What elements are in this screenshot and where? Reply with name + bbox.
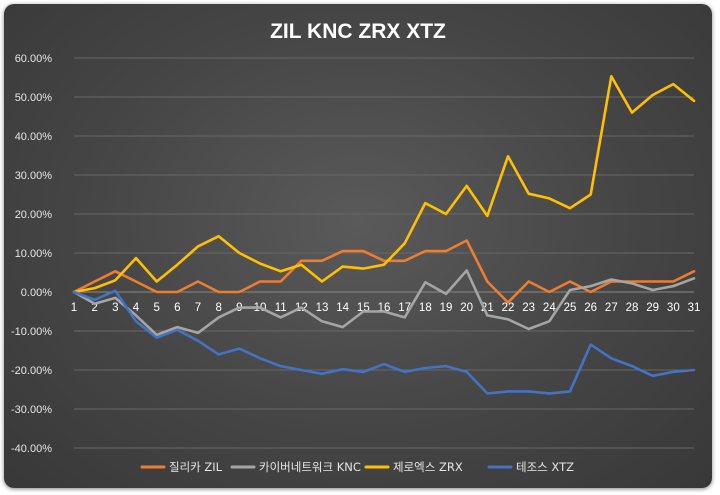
legend-label: 카이버네트워크 KNC — [259, 460, 361, 474]
x-tick-label: 19 — [440, 302, 453, 314]
legend-label: 제로엑스 ZRX — [393, 460, 463, 474]
y-axis-ticks: 60.00% 50.00% 40.00% 30.00% 20.00% 10.00% 0.00… — [11, 53, 52, 455]
x-tick-label: 13 — [316, 302, 329, 314]
series-line-2 — [72, 269, 696, 337]
x-tick-label: 30 — [667, 302, 680, 314]
x-tick-label: 4 — [133, 302, 140, 314]
y-tick-label: 20.00% — [15, 209, 53, 221]
y-tick-label: -40.00% — [11, 443, 52, 455]
x-tick-label: 24 — [543, 302, 556, 314]
legend-label: 테조스 XTZ — [516, 460, 574, 474]
chart-area: ZIL KNC ZRX XTZ 60.00% 50.00% 40.00% 30.00%… — [4, 4, 712, 488]
x-tick-label: 7 — [195, 302, 201, 314]
y-tick-label: -20.00% — [11, 365, 52, 377]
y-tick-label: 40.00% — [15, 131, 53, 143]
x-tick-label: 25 — [564, 302, 577, 314]
x-tick-label: 22 — [502, 302, 515, 314]
x-tick-label: 23 — [522, 302, 535, 314]
x-tick-label: 2 — [91, 302, 97, 314]
line-chart: ZIL KNC ZRX XTZ 60.00%50.00%40.00%30.00%… — [11, 20, 701, 474]
legend-label: 질리카 ZIL — [169, 460, 223, 474]
x-tick-label: 18 — [419, 302, 432, 314]
chart-title: ZIL KNC ZRX XTZ — [270, 20, 446, 43]
series-lines — [72, 75, 696, 395]
x-tick-label: 11 — [275, 302, 287, 314]
x-tick-label: 6 — [174, 302, 180, 314]
series-line-4 — [72, 289, 696, 395]
x-tick-label: 8 — [215, 302, 221, 314]
x-tick-label: 3 — [112, 302, 118, 314]
y-tick-label: -10.00% — [11, 326, 52, 338]
y-tick-label: 50.00% — [15, 92, 53, 104]
x-tick-label: 28 — [626, 302, 639, 314]
x-tick-label: 27 — [605, 302, 618, 314]
x-tick-label: 31 — [688, 302, 701, 314]
x-tick-label: 20 — [460, 302, 473, 314]
y-tick-label: 60.00% — [15, 53, 53, 65]
gridlines — [74, 57, 694, 449]
y-tick-label: 0.00% — [21, 287, 52, 299]
x-tick-label: 1 — [71, 302, 77, 314]
series-line-1 — [72, 239, 696, 304]
x-tick-label: 26 — [584, 302, 597, 314]
x-tick-label: 14 — [336, 302, 349, 314]
y-tick-label: 10.00% — [15, 248, 53, 260]
y-tick-label: 30.00% — [15, 170, 53, 182]
legend: 질리카 ZIL 카이버네트워크 KNC 제로엑스 ZRX 테조스 XTZ — [140, 460, 574, 474]
x-tick-label: 5 — [153, 302, 159, 314]
series-line-3 — [72, 75, 696, 294]
y-tick-label: -30.00% — [11, 404, 52, 416]
x-tick-label: 29 — [646, 302, 659, 314]
